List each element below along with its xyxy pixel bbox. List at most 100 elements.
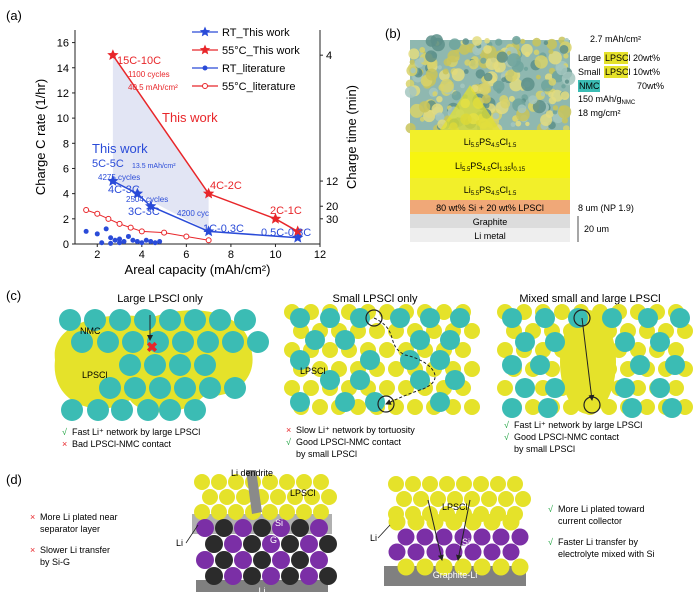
nmc-particle [502,398,522,418]
d2-lpscl-label: LPSCl [442,502,468,512]
si-g-particle [281,567,299,585]
micrograph-particle [442,68,449,75]
micrograph-particle [532,37,542,47]
nmc-particle [530,355,550,375]
lpscl-particle [228,474,244,490]
micrograph-particle [543,40,549,45]
si-g-particle [281,535,299,553]
point-rt-literature [108,235,114,241]
si-electrolyte-particle [492,558,510,576]
lpscl-particle [481,491,497,507]
micrograph-particle [560,91,570,100]
lpscl-particle [396,491,412,507]
si-g-particle [215,551,233,569]
nmc-particle [194,354,216,376]
nmc-particle [538,398,558,418]
lpscl-particle [202,489,218,505]
micrograph-particle [484,38,490,44]
nmc-particle [502,308,522,328]
point-rt-literature [103,226,109,232]
c2-check-mark: √ [286,437,291,447]
nmc-particle [137,399,159,421]
micrograph-particle [507,53,521,67]
y-tick-label: 0 [63,239,69,251]
micrograph-particle [559,105,565,111]
small-lpscl-particle [464,361,480,377]
si-g-particle [272,519,290,537]
si-g-particle [196,551,214,569]
c1-lpscl-label: LPSCl [82,370,108,380]
point-rt-literature [139,240,145,246]
nmc-particle [144,354,166,376]
li-dendrite-label: Li dendrite [231,468,273,478]
nmc-particle [209,309,231,331]
micrograph-particle [563,53,569,59]
li-path-2 [456,499,471,561]
small-lpscl-particle [284,380,300,396]
nmc-particle [502,355,522,375]
small-lpscl-particle [398,380,414,396]
d1-g-label: G [270,535,277,545]
point-rt-literature [121,238,127,244]
lpscl-particle [304,489,320,505]
this-work-shaded-region [112,55,209,232]
y2-tick-label: 12 [326,176,338,188]
y-axis-label: Charge C rate (1/hr) [33,79,48,195]
micrograph-particle [425,35,438,47]
small-lpscl-particle [379,342,395,358]
lpscl-particle [388,476,404,492]
legend-marker [202,83,208,89]
lpscl-particle [422,476,438,492]
annot-0-5c-0-3c: 0.5C-0.3C [261,227,311,239]
point-rt-literature [134,238,140,244]
si-electrolyte-particle [473,558,491,576]
layer-lpscli [410,152,570,178]
nmc-particle [87,399,109,421]
micrograph-particle [500,98,511,109]
nmc-particle [360,350,380,370]
micrograph-particle [507,50,512,55]
small-lpscl-particle [369,323,385,339]
si-electrolyte-particle [483,543,501,561]
micrograph-particle [475,69,485,79]
layer-lpscl-bottom [410,178,570,200]
si-g-particle [300,535,318,553]
micrograph-particle [521,43,533,56]
large-lpscl-particle [560,310,616,414]
lpscl-particle [211,474,227,490]
micrograph-particle [552,109,558,115]
annot-2504-cycles: 2504 cycles [126,195,168,204]
x-tick-label: 4 [139,249,145,261]
li-pointer [377,524,391,539]
legend-marker [199,26,211,37]
si-g-particle [243,567,261,585]
tortuous-li-path [373,317,436,405]
nmc-particle [630,355,650,375]
d1-li-bottom-label: Li [258,586,265,596]
nmc-particle [111,399,133,421]
nmc-particle [615,378,635,398]
d-left-1a: More Li plated near [40,512,118,522]
nmc-particle [124,377,146,399]
nmc-particle [350,308,370,328]
micrograph-particle [517,104,527,114]
nmc-particle [169,354,191,376]
nmc-particle [662,398,682,418]
nmc-particle [222,331,244,353]
nmc-particle [665,355,685,375]
x-axis-label: Areal capacity (mAh/cm²) [125,262,271,277]
nmc-particle [410,330,430,350]
point-rt-literature [117,240,123,246]
si-electrolyte-particle [426,513,444,531]
nmc-particle [71,331,93,353]
nmc-particle [305,330,325,350]
si-g-particle [272,551,290,569]
micrograph-particle [520,38,526,44]
diagram-large-only: ✖ [54,309,269,421]
x-tick-label: 6 [183,249,189,261]
annot-2c-1c: 2C-1C [270,205,302,217]
nmc-particle [390,308,410,328]
nmc-particle [197,331,219,353]
layer-graphite [410,214,570,228]
si-g-particle [243,535,261,553]
